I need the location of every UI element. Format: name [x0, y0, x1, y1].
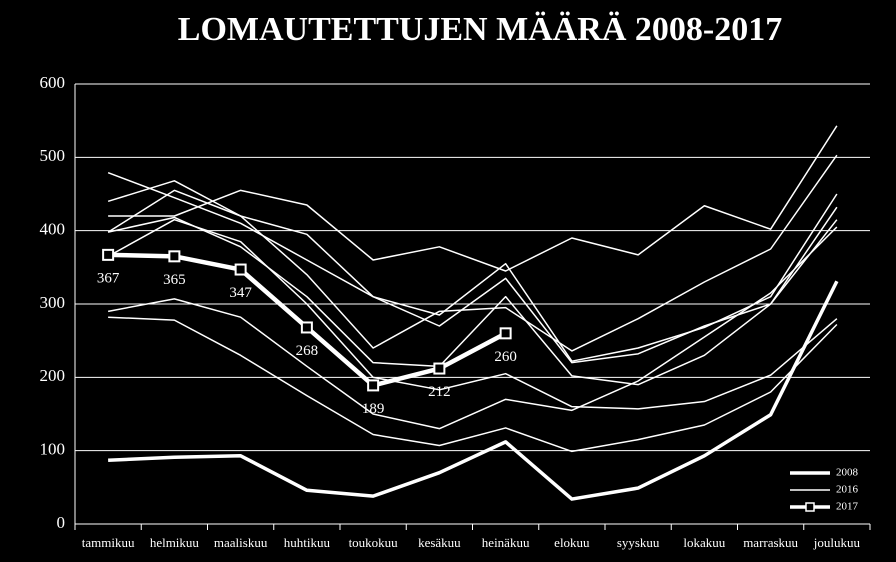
y-tick-label: 100	[40, 440, 66, 459]
data-label: 365	[163, 272, 186, 288]
marker	[102, 248, 115, 261]
y-tick-label: 0	[57, 513, 66, 532]
series-line	[108, 125, 838, 272]
legend-label: 2017	[836, 501, 859, 513]
marker	[234, 263, 247, 276]
x-tick-label: joulukuu	[813, 535, 861, 550]
series-line	[107, 180, 838, 364]
legend-label: 2008	[836, 467, 859, 479]
data-label: 260	[494, 349, 517, 365]
x-tick-label: syyskuu	[617, 535, 660, 550]
y-tick-label: 400	[40, 220, 66, 239]
series-line	[107, 218, 838, 410]
chart-title: LOMAUTETTUJEN MÄÄRÄ 2008-2017	[178, 11, 782, 48]
y-tick-label: 600	[40, 73, 66, 92]
series-line	[107, 154, 838, 352]
x-tick-label: lokakuu	[683, 535, 725, 550]
x-tick-label: marraskuu	[743, 535, 798, 550]
data-label: 347	[229, 285, 252, 301]
x-tick-label: huhtikuu	[284, 535, 331, 550]
y-tick-label: 300	[40, 293, 66, 312]
series-line	[108, 316, 838, 453]
y-tick-label: 500	[40, 146, 66, 165]
data-label: 189	[362, 401, 385, 417]
marker	[499, 327, 512, 340]
marker	[433, 362, 446, 375]
legend-marker	[805, 502, 815, 512]
marker	[367, 379, 380, 392]
marker	[168, 250, 181, 263]
data-label: 212	[428, 384, 451, 400]
series-line	[107, 206, 838, 386]
legend-label: 2016	[836, 484, 859, 496]
data-label: 367	[97, 270, 120, 286]
x-tick-label: kesäkuu	[418, 535, 461, 550]
x-tick-label: maaliskuu	[214, 535, 268, 550]
x-tick-label: toukokuu	[349, 535, 399, 550]
series-line	[108, 280, 839, 501]
data-label: 268	[296, 343, 319, 359]
x-tick-label: heinäkuu	[482, 535, 530, 550]
marker	[300, 321, 313, 334]
series-line	[107, 226, 838, 430]
x-tick-label: tammikuu	[82, 535, 135, 550]
x-tick-label: helmikuu	[150, 535, 200, 550]
x-tick-label: elokuu	[554, 535, 590, 550]
y-tick-label: 200	[40, 366, 66, 385]
